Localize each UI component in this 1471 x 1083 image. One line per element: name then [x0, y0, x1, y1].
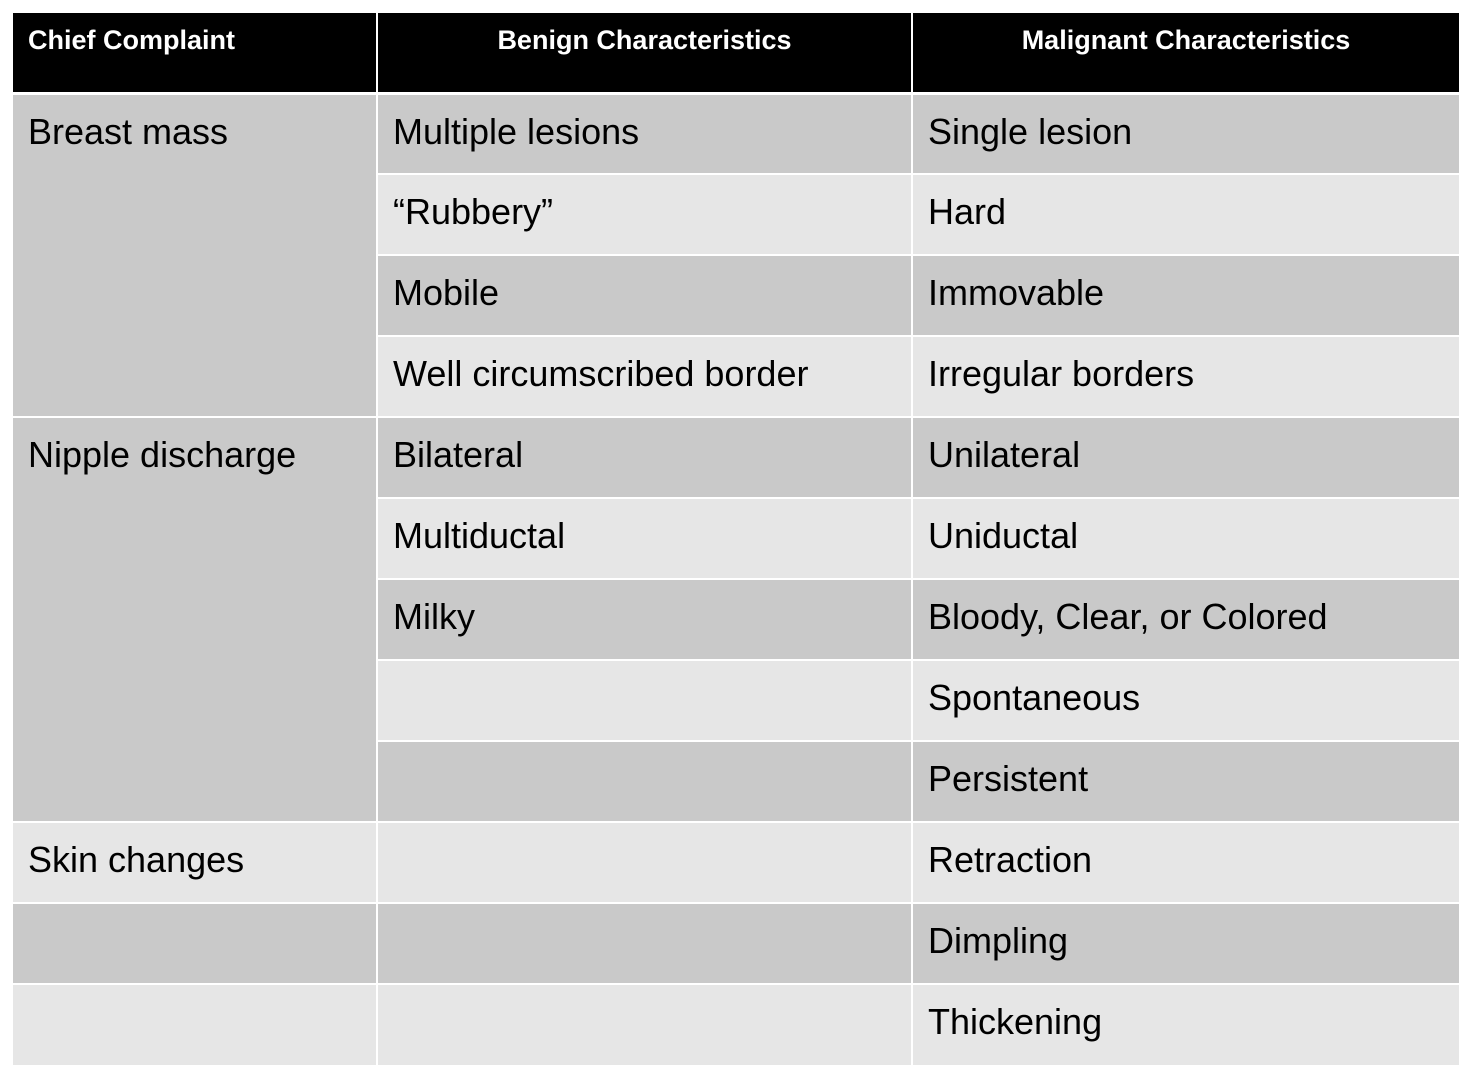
- benign-cell: Multiductal: [377, 497, 913, 580]
- header-benign: Benign Characteristics: [376, 13, 913, 95]
- complaint-cell-empty: [13, 902, 378, 985]
- malignant-cell: Irregular borders: [911, 335, 1459, 418]
- malignant-cell: Spontaneous: [911, 659, 1459, 742]
- complaint-cell-empty: [13, 983, 378, 1065]
- table-row: Skin changes Retraction: [13, 821, 1459, 904]
- malignant-cell: Thickening: [911, 983, 1459, 1065]
- table-row: Milky Bloody, Clear, or Colored: [13, 578, 1459, 661]
- benign-cell-empty: [376, 983, 913, 1065]
- table-row: Dimpling: [13, 902, 1459, 985]
- malignant-cell: Retraction: [911, 821, 1459, 904]
- header-malignant: Malignant Characteristics: [911, 13, 1459, 95]
- benign-cell-empty: [376, 821, 913, 904]
- header-row: Chief Complaint Benign Characteristics M…: [13, 13, 1459, 95]
- table-row: Multiductal Uniductal: [13, 497, 1459, 580]
- benign-cell: Multiple lesions: [376, 92, 913, 175]
- table-row: Spontaneous: [13, 659, 1459, 742]
- benign-cell: “Rubbery”: [377, 173, 913, 256]
- table-row: Persistent: [13, 740, 1459, 823]
- table-row: Well circumscribed border Irregular bord…: [13, 335, 1459, 418]
- table-row: “Rubbery” Hard: [13, 173, 1459, 256]
- complaint-skin-changes: Skin changes: [13, 821, 378, 904]
- table-row: Mobile Immovable: [13, 254, 1459, 337]
- benign-cell-empty: [377, 659, 913, 742]
- complaint-nipple-discharge: Nipple discharge: [13, 416, 378, 823]
- header-chief-complaint: Chief Complaint: [13, 13, 378, 95]
- benign-cell: Bilateral: [376, 416, 913, 499]
- table-row: Nipple discharge Bilateral Unilateral: [13, 416, 1459, 823]
- benign-cell: Milky: [377, 578, 913, 661]
- benign-cell-empty: [377, 740, 913, 823]
- malignant-cell: Single lesion: [911, 92, 1459, 175]
- benign-cell-empty: [376, 902, 913, 985]
- complaint-breast-mass: Breast mass: [13, 92, 378, 418]
- malignant-cell: Bloody, Clear, or Colored: [911, 578, 1459, 661]
- malignant-cell: Unilateral: [911, 416, 1459, 499]
- characteristics-table: Chief Complaint Benign Characteristics M…: [13, 13, 1459, 1065]
- malignant-cell: Dimpling: [911, 902, 1459, 985]
- benign-cell: Well circumscribed border: [377, 335, 913, 418]
- table-row: Thickening: [13, 983, 1459, 1065]
- malignant-cell: Hard: [911, 173, 1459, 256]
- malignant-cell: Uniductal: [911, 497, 1459, 580]
- malignant-cell: Immovable: [911, 254, 1459, 337]
- malignant-cell: Persistent: [911, 740, 1459, 823]
- benign-cell: Mobile: [377, 254, 913, 337]
- table-row: Breast mass Multiple lesions Single lesi…: [13, 92, 1459, 418]
